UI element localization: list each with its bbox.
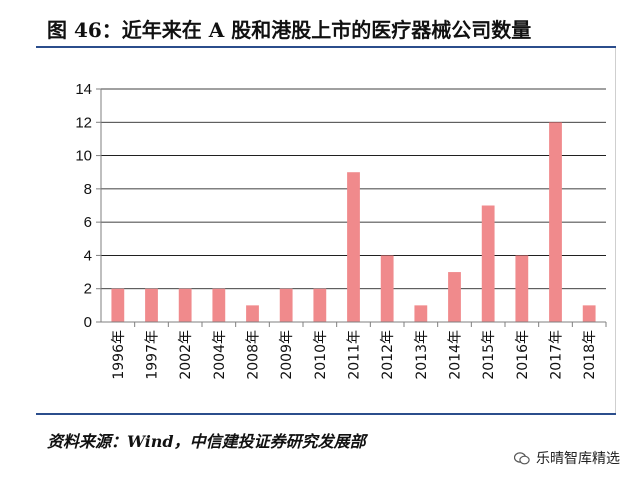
x-tick-label: 2008年 — [246, 330, 262, 380]
watermark: 乐晴智库精选 — [514, 448, 620, 468]
bar — [347, 172, 360, 322]
x-tick-label: 2014年 — [448, 330, 464, 380]
x-tick-label: 1997年 — [145, 330, 161, 380]
y-tick-label: 4 — [84, 247, 92, 264]
bar — [246, 305, 259, 322]
source-note: 资料来源：Wind，中信建投证券研究发展部 — [47, 432, 366, 451]
bar-chart: 0 2 4 6 8 10 12 14 1996年 1997年 2002年 2004年 2008年 2009… — [75, 81, 607, 380]
x-tick-label: 2017年 — [549, 330, 565, 380]
bar — [481, 205, 495, 322]
bar — [313, 288, 327, 322]
bar — [549, 122, 562, 323]
y-tick-label: 10 — [75, 148, 92, 165]
bar — [380, 255, 394, 322]
footer-divider — [36, 413, 616, 415]
x-tick-label: 2004年 — [212, 330, 228, 380]
bars — [111, 122, 596, 323]
y-tick-label: 2 — [84, 281, 92, 298]
x-tick-label: 2009年 — [279, 330, 295, 380]
bar — [515, 255, 529, 322]
x-tick-label: 2002年 — [178, 330, 194, 380]
bar — [145, 288, 158, 322]
title-divider — [36, 46, 616, 48]
x-tick-label: 2018年 — [582, 330, 598, 380]
x-tick-label: 2012年 — [380, 330, 396, 380]
bar — [448, 272, 461, 322]
y-tick-label: 6 — [84, 214, 92, 231]
bar — [582, 305, 596, 322]
x-tick-label: 2011年 — [347, 330, 363, 380]
bar — [111, 288, 125, 322]
x-tick-label: 2010年 — [313, 330, 329, 380]
bar — [414, 305, 428, 322]
axes — [96, 88, 607, 327]
x-tick-label: 2016年 — [515, 330, 531, 380]
chart-frame — [36, 48, 616, 413]
bar — [279, 288, 293, 322]
wechat-icon — [514, 451, 530, 464]
y-tick-label: 12 — [75, 114, 92, 131]
y-tick-label: 8 — [84, 181, 92, 198]
y-tick-label: 14 — [75, 81, 92, 98]
y-tick-label: 0 — [84, 314, 92, 331]
x-tick-label: 2013年 — [414, 330, 430, 380]
bar — [178, 288, 192, 322]
watermark-text: 乐晴智库精选 — [536, 451, 620, 467]
tick-labels: 0 2 4 6 8 10 12 14 1996年 1997年 2002年 2004年 2008年 2009… — [75, 81, 598, 380]
x-tick-label: 2015年 — [481, 330, 497, 380]
chart-title: 图 46：近年来在 A 股和港股上市的医疗器械公司数量 — [47, 18, 532, 42]
bar — [212, 288, 226, 322]
x-tick-label: 1996年 — [111, 330, 127, 380]
